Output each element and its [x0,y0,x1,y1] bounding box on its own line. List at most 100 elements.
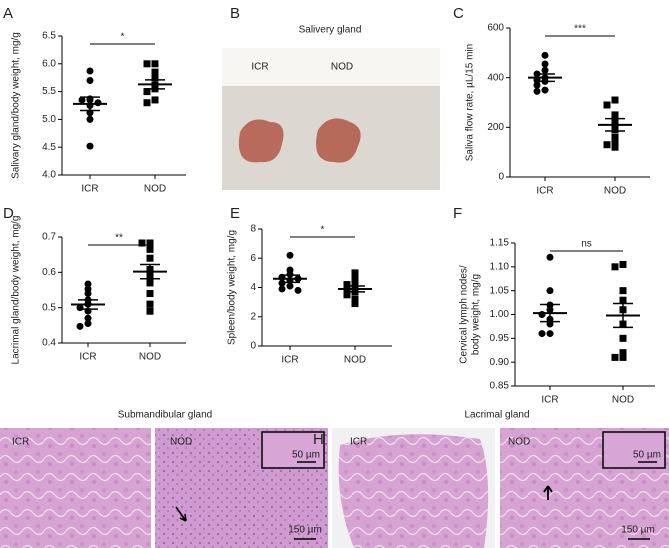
point [611,96,619,104]
point [138,239,146,247]
error-bar [535,73,555,83]
point [546,330,554,338]
error-bar [140,263,160,280]
y-axis-label: Salivary gland/body weight, mg/g [11,32,22,179]
point [84,320,92,328]
point [286,282,294,290]
point [619,296,627,304]
tissue [338,434,489,548]
x-tick-label: ICR [81,184,98,195]
error-bar [613,302,633,329]
x-tick-label: NOD [604,186,626,197]
image-label: NOD [508,437,530,448]
photo-label: NOD [331,62,353,73]
point [151,96,159,104]
photo-title: Salivery gland [299,25,362,36]
gland-nod [316,118,361,163]
point [611,353,619,361]
error-bar [78,299,98,310]
y-tick-label: 2 [250,311,256,322]
point [78,96,86,104]
x-tick-label: ICR [536,186,553,197]
inset-scale: 50 µm [633,450,661,461]
point [619,353,627,361]
y-tick-label: 0.6 [42,267,56,278]
panel-letter: D [3,205,14,222]
y-axis-label: Spleen/body weight, mg/g [227,230,238,345]
point [86,115,94,123]
point [611,133,619,141]
point [351,295,359,303]
significance: ** [115,233,123,244]
photo-label-strip [222,48,440,86]
point [143,60,151,68]
point [351,269,359,277]
point [146,300,154,308]
point [151,68,159,76]
significance: ns [581,239,592,250]
y-tick-label: 4 [250,282,256,293]
point [603,101,611,109]
point [619,349,627,357]
photo-panel: B Salivery gland ICR NOD [222,5,440,190]
point [611,263,619,271]
y-tick-label: 200 [487,122,504,133]
y-tick-label: 1.00 [490,309,510,320]
y-tick-label: 6 [250,253,256,264]
scale-label: 150 µm [621,525,655,536]
y-tick-label: 4.0 [42,170,56,181]
point [611,138,619,146]
point [351,278,359,286]
x-tick-label: NOD [144,184,166,195]
significance: *** [574,24,586,35]
scale-label: 150 µm [288,525,322,536]
point [351,300,359,308]
y-tick-label: 0.7 [42,232,56,243]
y-axis-label: Saliva flow rate, µL/15 min [465,44,476,161]
y-axis-label: Lacrimal gland/body weight, mg/g [11,216,22,365]
point [86,142,94,150]
point [546,253,554,261]
point [94,99,102,107]
y-tick-label: 0.5 [42,302,56,313]
point [146,279,154,287]
point [146,245,154,253]
y-tick-label: 1.15 [490,238,510,249]
panel-letter: A [3,5,13,22]
significance: * [321,225,325,236]
point [619,334,627,342]
panel-letter: C [453,5,464,22]
image-label: ICR [350,437,367,448]
panel-letter: H [313,431,324,448]
error-bar [605,117,625,132]
point [143,99,151,107]
error-bar [345,285,365,293]
y-tick-label: 4.5 [42,142,56,153]
y-tick-label: 600 [487,23,504,34]
y-tick-label: 0 [498,172,504,183]
y-tick-label: 0.95 [490,333,510,344]
point [603,141,611,149]
point [611,111,619,119]
x-tick-label: NOD [612,395,634,406]
y-tick-label: 0 [250,341,256,352]
y-tick-label: 6.5 [42,31,56,42]
histology-title: Lacrimal gland [464,410,529,421]
x-tick-label: NOD [344,355,366,366]
point [146,239,154,247]
point [294,286,302,294]
point [611,143,619,151]
x-tick-label: NOD [139,352,161,363]
point [146,254,154,262]
y-tick-label: 0.4 [42,338,56,349]
y-tick-label: 5.5 [42,86,56,97]
point [143,88,151,96]
arrow [543,485,553,500]
point [541,60,549,68]
point [84,280,92,288]
point [546,287,554,295]
point [619,287,627,295]
panel-letter: E [230,205,240,222]
point [619,260,627,268]
point [343,291,351,299]
